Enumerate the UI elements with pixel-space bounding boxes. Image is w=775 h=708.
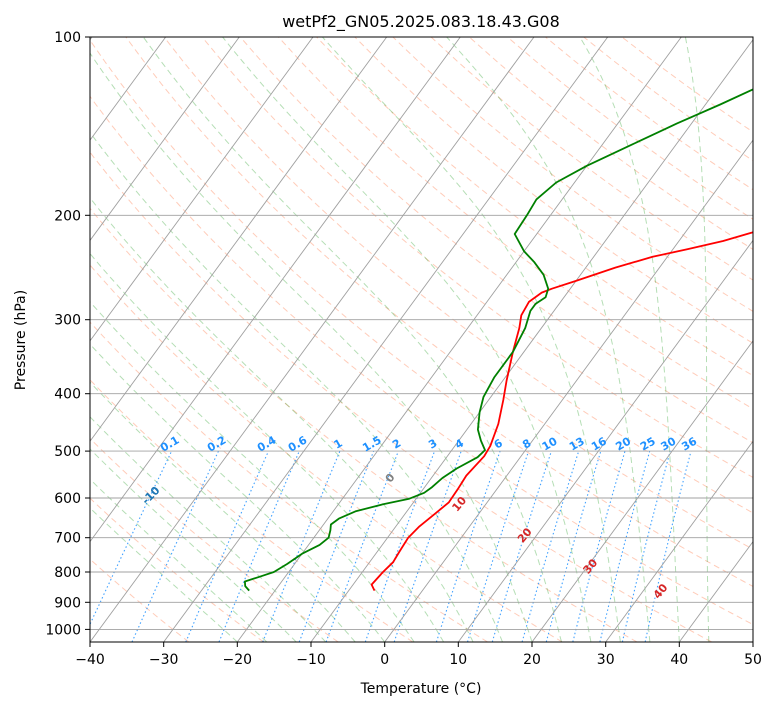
dry-adiabat-line xyxy=(163,37,753,514)
moist-adiabat-line xyxy=(322,37,621,642)
x-tick-label: −30 xyxy=(149,652,179,668)
moist-adiabat-line xyxy=(446,37,651,642)
moist-adiabat-line xyxy=(579,37,680,642)
dry-adiabat-line xyxy=(125,37,753,550)
isotherm-line xyxy=(90,37,535,642)
isotherm-line xyxy=(90,37,388,443)
dry-adiabat-line xyxy=(90,39,753,588)
mixing-ratio-line xyxy=(491,450,552,642)
x-tick-label: −40 xyxy=(75,652,105,668)
x-tick-label: 30 xyxy=(597,652,615,668)
isotherm-line xyxy=(605,440,753,642)
moist-adiabat-line xyxy=(90,507,238,642)
moist-adiabat-line xyxy=(90,343,386,642)
isotherm-line xyxy=(90,37,167,141)
y-tick-label: 700 xyxy=(54,531,81,547)
x-axis: −40 −30 −20 −10 0 10 20 30 40 50 xyxy=(75,642,762,668)
mixing-ratio-line xyxy=(521,450,580,642)
mixing-ratio-line xyxy=(466,450,530,642)
y-tick-label: 300 xyxy=(54,313,81,329)
dry-adiabat-line xyxy=(90,207,638,642)
dry-adiabat-line xyxy=(354,37,753,344)
y-tick-label: 600 xyxy=(54,491,81,507)
moist-adiabat-line xyxy=(90,131,503,642)
mixing-ratio-line xyxy=(325,450,399,642)
y-tick-label: 100 xyxy=(54,30,81,46)
isotherm-line xyxy=(163,37,609,642)
mixing-ratio-line xyxy=(621,450,671,642)
x-tick-label: 0 xyxy=(380,652,389,668)
y-tick-label: 500 xyxy=(54,444,81,460)
mixing-ratio-line xyxy=(435,450,501,642)
isotherm-line xyxy=(236,37,682,642)
x-tick-label: −20 xyxy=(223,652,253,668)
isotherm-line xyxy=(531,340,753,642)
dry-adiabat-line xyxy=(316,37,753,377)
mixing-ratio-line xyxy=(545,450,602,642)
x-tick-label: 50 xyxy=(744,652,762,668)
moist-adiabats xyxy=(90,37,710,642)
mixing-ratio-line xyxy=(262,450,341,642)
plot-background xyxy=(90,37,753,642)
sounding-series xyxy=(243,88,753,592)
moist-adiabat-line xyxy=(222,37,592,642)
isotherm-line xyxy=(90,37,240,242)
x-tick-label: 10 xyxy=(449,652,467,668)
dry-adiabat-line xyxy=(90,264,563,642)
moist-adiabat-line xyxy=(90,478,268,642)
dry-adiabat-line xyxy=(278,37,753,410)
isobar-grid xyxy=(90,37,753,630)
moist-adiabat-line xyxy=(90,52,533,642)
dry-adiabat-line xyxy=(90,95,753,626)
moist-adiabat-line xyxy=(90,448,297,642)
dry-adiabat-line xyxy=(90,151,712,642)
y-tick-label: 400 xyxy=(54,387,81,403)
chart-title: wetPf2_GN05.2025.083.18.43.G08 xyxy=(282,12,560,32)
isotherm-line xyxy=(90,37,314,342)
isotherm-grid xyxy=(90,37,753,642)
isotherm-line xyxy=(752,641,753,642)
moist-adiabat-line xyxy=(90,416,327,642)
moist-adiabat-line xyxy=(90,252,445,642)
mixing-ratio-line xyxy=(298,450,375,642)
mixing-ratio-line xyxy=(599,450,651,642)
temperature-line xyxy=(370,231,753,591)
plot-frame xyxy=(89,36,754,643)
isotherm-line xyxy=(310,38,753,642)
y-tick-label: 800 xyxy=(54,565,81,581)
y-axis-label: Pressure (hPa) xyxy=(13,290,29,390)
mixing-ratio-line xyxy=(185,450,270,642)
x-tick-label: 20 xyxy=(523,652,541,668)
y-tick-label: 900 xyxy=(54,595,81,611)
x-axis-label: Temperature (°C) xyxy=(360,681,482,697)
mixing-ratio-line xyxy=(218,450,300,642)
isotherm-line xyxy=(457,239,753,642)
y-tick-label: 200 xyxy=(54,208,81,224)
moist-adiabat-line xyxy=(142,37,562,642)
isotherm-line xyxy=(384,139,753,642)
y-axis: 100 200 300 400 500 600 700 800 900 1000 xyxy=(45,30,90,638)
x-tick-label: 40 xyxy=(670,652,688,668)
moist-adiabat-line xyxy=(684,37,710,642)
dewpoint-line xyxy=(243,88,753,592)
moist-adiabat-line xyxy=(90,301,415,642)
moist-adiabat-line xyxy=(90,381,356,642)
mixing-ratio-line xyxy=(572,450,626,642)
y-tick-label: 1000 xyxy=(45,622,81,638)
x-tick-label: −10 xyxy=(296,652,326,668)
